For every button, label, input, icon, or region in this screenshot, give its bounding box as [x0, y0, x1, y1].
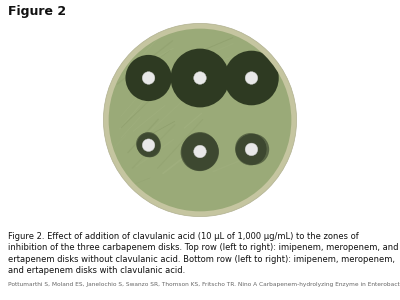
- Circle shape: [236, 134, 266, 164]
- Circle shape: [235, 133, 266, 164]
- Circle shape: [142, 72, 155, 84]
- Circle shape: [237, 135, 266, 164]
- Text: Pottumarthi S, Moland ES, Janelochio S, Swanzo SR, Thomson KS, Fritscho TR. Nino: Pottumarthi S, Moland ES, Janelochio S, …: [8, 283, 400, 287]
- Circle shape: [238, 134, 269, 165]
- Circle shape: [236, 135, 266, 165]
- Circle shape: [126, 55, 172, 101]
- Text: Figure 2. Effect of addition of clavulanic acid (10 μL of 1,000 μg/mL) to the zo: Figure 2. Effect of addition of clavulan…: [8, 232, 398, 274]
- Circle shape: [238, 136, 266, 164]
- Circle shape: [183, 135, 217, 168]
- Circle shape: [239, 135, 266, 162]
- Ellipse shape: [109, 28, 291, 211]
- Circle shape: [181, 133, 219, 170]
- Circle shape: [224, 51, 279, 105]
- Circle shape: [182, 133, 218, 169]
- Circle shape: [245, 143, 258, 156]
- Circle shape: [185, 135, 217, 168]
- Circle shape: [237, 134, 266, 163]
- Circle shape: [170, 49, 230, 107]
- Circle shape: [138, 135, 159, 156]
- Circle shape: [182, 134, 218, 169]
- Circle shape: [194, 145, 206, 158]
- Circle shape: [182, 136, 218, 171]
- Circle shape: [138, 132, 160, 154]
- Ellipse shape: [103, 23, 297, 217]
- Circle shape: [181, 134, 218, 171]
- Circle shape: [139, 134, 160, 154]
- Circle shape: [245, 72, 258, 84]
- Circle shape: [236, 134, 266, 164]
- Circle shape: [138, 135, 159, 156]
- Circle shape: [194, 72, 206, 84]
- Circle shape: [142, 139, 155, 152]
- Circle shape: [182, 134, 219, 170]
- Circle shape: [140, 136, 160, 157]
- Circle shape: [137, 134, 160, 157]
- Circle shape: [138, 135, 159, 156]
- Text: Figure 2: Figure 2: [8, 4, 66, 17]
- Circle shape: [136, 133, 158, 155]
- Circle shape: [137, 133, 161, 157]
- Circle shape: [183, 132, 217, 166]
